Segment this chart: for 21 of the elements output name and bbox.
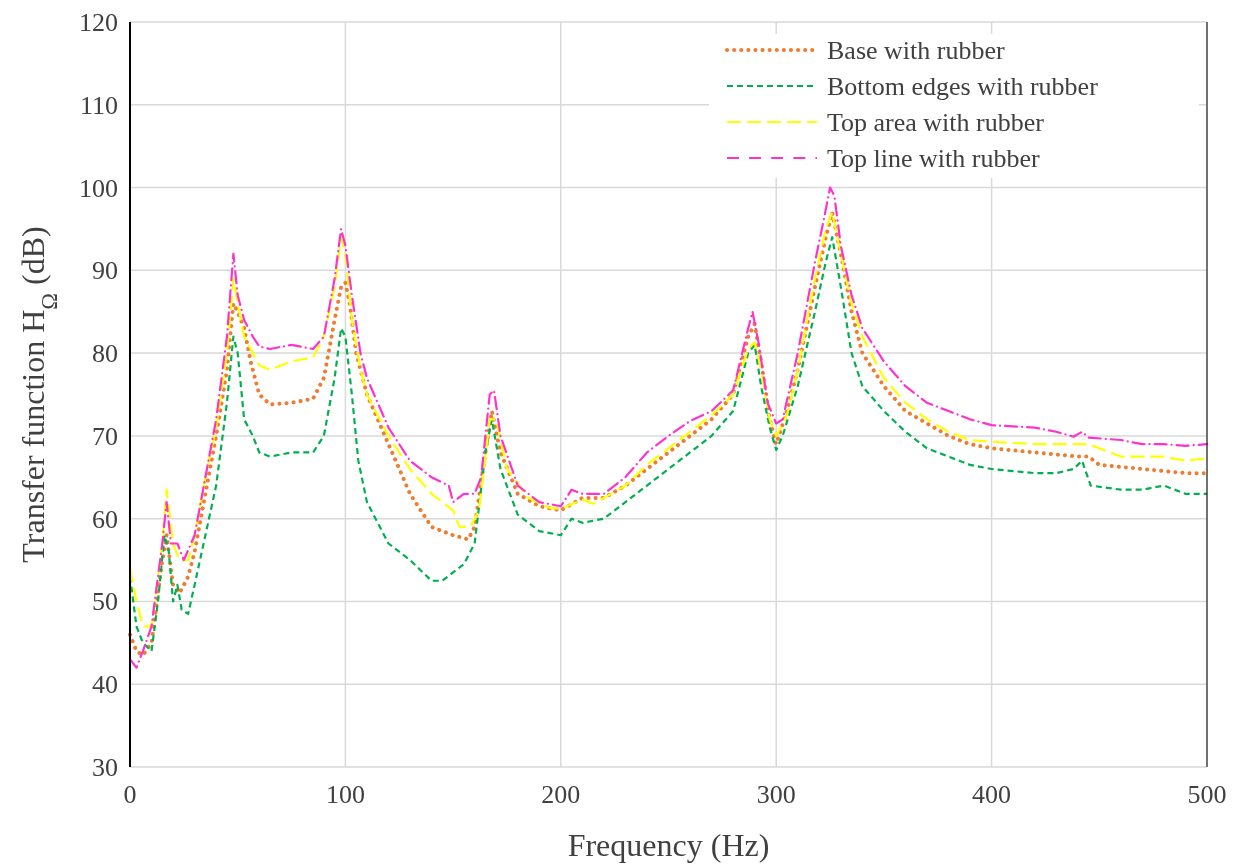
y-tick-label: 30 (92, 753, 118, 782)
x-tick-label: 300 (756, 780, 796, 809)
y-tick-label: 110 (79, 90, 118, 120)
y-tick-label: 40 (92, 670, 118, 700)
y-tick-label: 80 (92, 339, 118, 369)
y-tick-label: 90 (92, 256, 118, 286)
x-axis-title: Frequency (Hz) (567, 827, 770, 863)
x-tick-label: 0 (123, 780, 137, 809)
y-tick-label: 70 (92, 421, 118, 451)
y-tick-label: 60 (92, 504, 118, 534)
x-tick-label: 200 (541, 780, 581, 809)
y-tick-label: 100 (79, 173, 118, 203)
x-tick-label: 400 (972, 780, 1012, 809)
y-tick-label: 50 (92, 587, 118, 617)
legend-label: Top area with rubber (827, 108, 1045, 137)
x-tick-label: 500 (1187, 780, 1227, 809)
y-tick-label: 120 (79, 8, 118, 37)
legend-label: Base with rubber (827, 36, 1005, 65)
legend-label: Top line with rubber (827, 144, 1040, 173)
legend-label: Bottom edges with rubber (827, 72, 1099, 101)
x-tick-label: 100 (325, 780, 365, 809)
